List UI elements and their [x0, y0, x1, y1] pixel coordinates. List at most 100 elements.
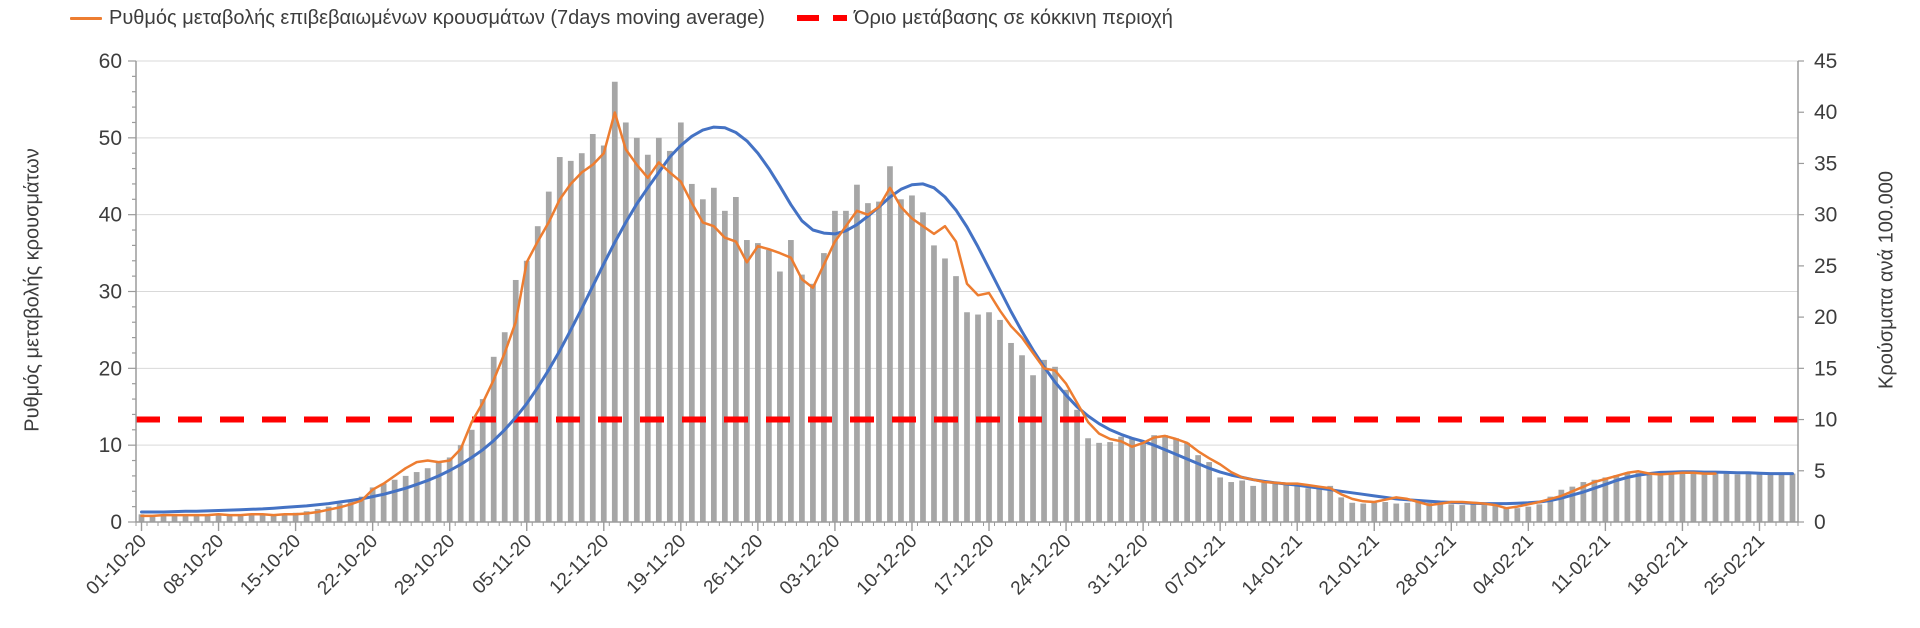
bar — [347, 500, 354, 522]
bar — [160, 514, 167, 522]
bar — [1173, 438, 1179, 522]
legend-item-threshold: Όριο μετάβασης σε κόκκινη περιοχή — [797, 4, 1173, 32]
left-axis-tick-label: 50 — [99, 127, 122, 150]
bar — [1558, 489, 1565, 522]
bar — [1481, 505, 1488, 522]
bar — [854, 184, 860, 522]
bar — [953, 276, 959, 522]
bar — [1624, 473, 1631, 522]
bar — [1393, 503, 1400, 522]
right-axis-tick-label: 35 — [1814, 152, 1837, 175]
bar — [1019, 355, 1025, 522]
x-axis-tick-label: 17-12-20 — [930, 531, 999, 600]
bar — [942, 258, 948, 522]
bar — [1547, 496, 1554, 522]
bar — [1085, 438, 1091, 522]
bar — [468, 429, 475, 522]
bar — [1668, 472, 1675, 522]
x-axis-tick-label: 26-11-20 — [700, 531, 768, 599]
bar — [755, 243, 761, 522]
right-axis-tick-label: 15 — [1814, 357, 1837, 380]
bar — [1118, 436, 1124, 522]
bar — [710, 187, 717, 522]
bars-series — [138, 81, 1796, 523]
bar — [270, 515, 277, 522]
bar — [1294, 484, 1301, 522]
left-axis-tick-label: 10 — [99, 434, 122, 457]
right-axis-tick-label: 45 — [1814, 50, 1837, 73]
bar — [325, 506, 332, 522]
left-axis-tick-label: 0 — [110, 511, 122, 534]
x-axis-tick-label: 29-10-20 — [391, 531, 460, 600]
bar — [843, 210, 849, 522]
bar — [1602, 477, 1609, 522]
bar — [578, 153, 585, 522]
bar — [1470, 504, 1477, 522]
bar — [865, 203, 871, 522]
bar — [1250, 485, 1257, 522]
red-dashed-marker-icon — [797, 15, 847, 21]
x-axis-tick-label: 07-01-21 — [1161, 531, 1230, 600]
bar — [1162, 435, 1168, 522]
bar — [699, 199, 706, 523]
bar — [644, 154, 651, 522]
bar — [1591, 479, 1598, 522]
bar — [1712, 472, 1719, 522]
bar — [446, 457, 453, 522]
bar — [1107, 442, 1113, 522]
bar — [1404, 502, 1411, 522]
chart-legend: Ρυθμός μεταβολής επιβεβαιωμένων κρουσμάτ… — [0, 4, 1920, 34]
x-axis-tick-label: 03-12-20 — [776, 531, 845, 600]
moving-average-line — [140, 111, 1717, 518]
x-axis-tick-label: 15-10-20 — [236, 531, 305, 600]
bar — [512, 279, 519, 522]
legend-label-threshold: Όριο μετάβασης σε κόκκινη περιοχή — [854, 6, 1173, 29]
left-axis-tick-label: 20 — [99, 357, 122, 380]
bar — [1382, 502, 1389, 522]
bar — [182, 515, 189, 522]
x-axis-tick-label: 25-02-21 — [1700, 531, 1769, 600]
bar — [1261, 482, 1268, 522]
bar — [1734, 474, 1741, 522]
bar — [766, 250, 772, 522]
bar — [633, 137, 640, 523]
bar — [1283, 483, 1290, 522]
x-axis-tick-label: 18-02-21 — [1623, 531, 1692, 600]
bar — [799, 274, 805, 522]
bar — [600, 145, 607, 522]
bar — [589, 133, 596, 522]
bar — [1613, 475, 1620, 522]
bar — [567, 160, 574, 522]
legend-label-moving-average: Ρυθμός μεταβολής επιβεβαιωμένων κρουσμάτ… — [109, 6, 765, 29]
bar — [479, 399, 486, 522]
bar — [1338, 497, 1345, 522]
bar — [1767, 473, 1774, 522]
bar — [887, 166, 893, 523]
bar — [1778, 474, 1785, 522]
bar — [149, 515, 156, 522]
bar — [248, 513, 255, 522]
bar — [534, 226, 541, 523]
bar — [193, 515, 200, 522]
trend-line — [140, 125, 1794, 514]
bar — [920, 212, 926, 522]
bar — [1492, 505, 1499, 522]
bar — [1041, 359, 1047, 522]
bar — [336, 503, 343, 522]
right-axis-tick-label: 20 — [1814, 306, 1837, 329]
bar — [1536, 504, 1543, 522]
bar — [1030, 375, 1036, 522]
bar — [1690, 473, 1697, 522]
bar — [215, 514, 222, 522]
bar — [380, 483, 387, 522]
bar — [1206, 462, 1213, 522]
bar — [1349, 502, 1356, 522]
bar — [964, 312, 970, 522]
bar — [1701, 472, 1708, 522]
bar — [909, 195, 915, 523]
bar — [1305, 488, 1312, 522]
right-axis-tick-label: 30 — [1814, 204, 1837, 227]
bar — [435, 462, 442, 522]
bar — [876, 201, 882, 523]
x-axis-tick-label: 31-12-20 — [1084, 531, 1153, 600]
